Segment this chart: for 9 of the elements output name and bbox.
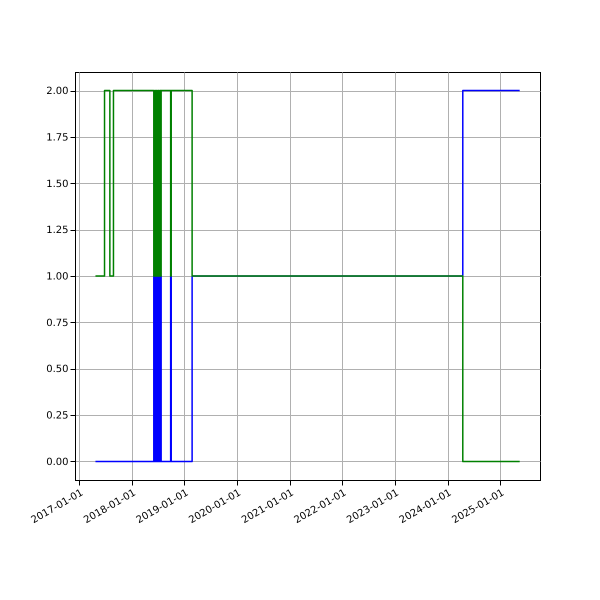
y-tick-label: 1.50 [46, 178, 68, 190]
y-tick-label: 1.00 [46, 272, 68, 282]
y-tick-label: 2.00 [46, 86, 68, 98]
y-tick-label: 0.25 [46, 410, 68, 422]
y-tick-label: 0.75 [46, 318, 68, 329]
y-tick-label: 0.50 [46, 364, 68, 376]
y-tick-label: 1.75 [46, 132, 68, 144]
y-tick-label: 1.25 [46, 225, 68, 236]
y-tick-label: 0.00 [46, 456, 68, 468]
